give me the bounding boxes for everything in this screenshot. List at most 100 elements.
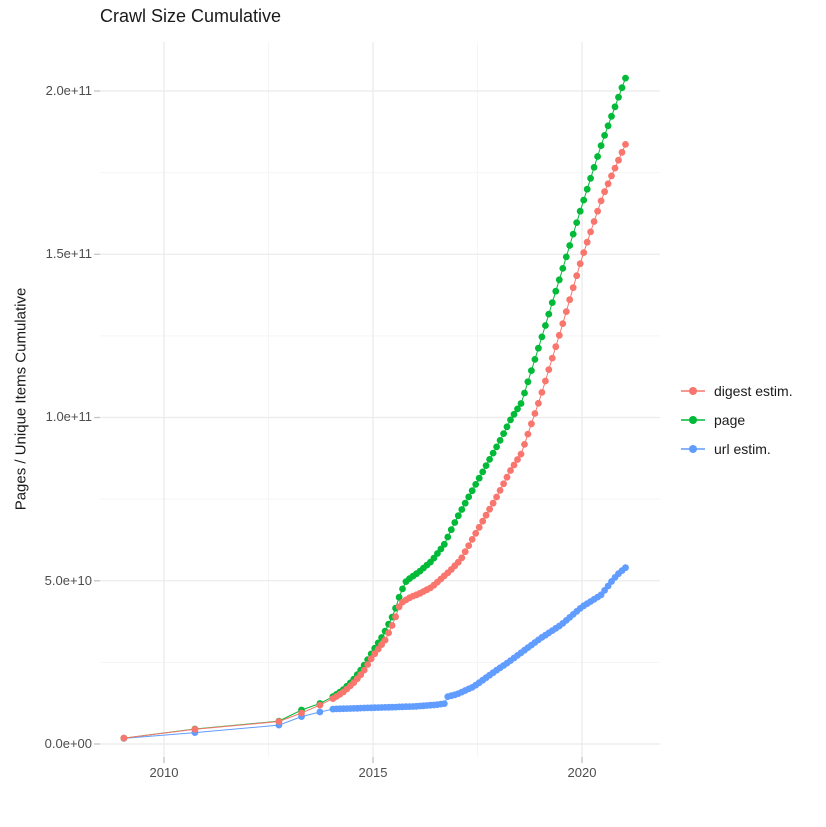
data-point	[440, 540, 448, 548]
data-point	[430, 554, 438, 562]
y-tick-label: 0.0e+00	[44, 736, 92, 751]
y-tick-label: 5.0e+10	[44, 573, 92, 588]
data-point	[542, 377, 549, 385]
data-point	[447, 526, 455, 534]
y-tick-label: 2.0e+11	[45, 83, 92, 98]
data-point	[482, 462, 490, 469]
data-point	[521, 389, 528, 397]
x-tick-label: 2010	[149, 765, 179, 780]
data-point	[538, 333, 546, 341]
data-point	[573, 272, 581, 280]
data-point	[524, 430, 532, 438]
data-point	[514, 456, 521, 463]
data-point	[528, 420, 535, 428]
data-point	[395, 593, 403, 601]
data-point	[615, 93, 622, 101]
data-point	[608, 172, 615, 180]
data-point	[486, 456, 493, 463]
data-point	[611, 103, 619, 111]
data-point	[601, 132, 608, 139]
x-tick-label: 2015	[358, 765, 388, 780]
data-point	[528, 367, 535, 374]
legend-key-url-icon	[681, 445, 705, 453]
data-point	[461, 548, 469, 556]
data-point	[500, 430, 507, 437]
x-tick-label: 2020	[567, 765, 597, 780]
data-point	[367, 655, 375, 663]
data-point	[468, 536, 476, 543]
series-page	[120, 74, 629, 742]
data-point	[475, 523, 483, 531]
data-point	[385, 629, 392, 637]
data-point	[465, 542, 473, 549]
data-point	[517, 450, 525, 458]
data-point	[545, 366, 553, 373]
data-point	[573, 219, 581, 227]
data-point	[489, 449, 497, 457]
data-point	[538, 389, 546, 396]
data-point	[569, 230, 577, 238]
data-point	[500, 480, 507, 488]
data-point	[458, 506, 466, 513]
data-point	[608, 112, 615, 120]
data-point	[622, 74, 629, 82]
data-point	[597, 197, 605, 205]
data-point	[316, 708, 324, 716]
data-point	[611, 164, 619, 172]
data-point	[451, 519, 459, 526]
data-point	[486, 505, 493, 513]
data-point	[489, 499, 497, 507]
data-point	[559, 320, 567, 327]
data-point	[555, 276, 563, 284]
data-point	[482, 511, 490, 519]
data-point	[461, 499, 469, 507]
data-point	[503, 423, 511, 431]
axis-ticks	[94, 90, 583, 763]
data-point	[535, 399, 542, 407]
data-point	[580, 196, 588, 204]
data-point	[566, 242, 574, 249]
legend-item-label: digest estim.	[714, 383, 793, 399]
data-point	[479, 517, 487, 525]
data-point	[371, 650, 379, 658]
data-point	[468, 487, 476, 495]
data-point	[399, 585, 406, 593]
data-point	[524, 378, 532, 386]
data-point	[316, 701, 324, 709]
data-point	[545, 310, 553, 318]
data-point	[496, 437, 504, 444]
y-tick-label: 1.5e+11	[45, 246, 92, 261]
data-point	[622, 141, 629, 148]
data-point	[531, 410, 539, 417]
data-point	[562, 308, 570, 315]
series-digest-estim	[120, 141, 629, 742]
data-point	[594, 207, 601, 215]
data-point	[507, 416, 514, 424]
data-point	[465, 493, 473, 501]
data-point	[472, 529, 480, 537]
data-point	[514, 405, 521, 413]
data-point	[604, 180, 612, 188]
data-point	[357, 671, 365, 679]
data-point	[496, 487, 504, 494]
data-point	[454, 512, 462, 520]
data-point	[531, 356, 539, 363]
data-point	[576, 260, 584, 268]
y-tick-label: 1.0e+11	[45, 409, 92, 424]
data-point	[191, 725, 199, 733]
data-point	[601, 188, 608, 196]
data-point	[562, 253, 570, 261]
series-line	[123, 77, 626, 739]
data-point	[548, 354, 556, 362]
legend-key-page-icon	[681, 416, 705, 424]
legend: digest estim. page url estim.	[678, 380, 793, 460]
gridlines	[100, 42, 660, 757]
legend-item-label: url estim.	[714, 441, 771, 457]
data-point	[597, 142, 605, 150]
data-point	[604, 122, 612, 130]
data-point	[517, 400, 525, 407]
data-point	[360, 666, 368, 674]
data-point	[583, 185, 591, 193]
legend-key-digest-icon	[681, 387, 705, 395]
